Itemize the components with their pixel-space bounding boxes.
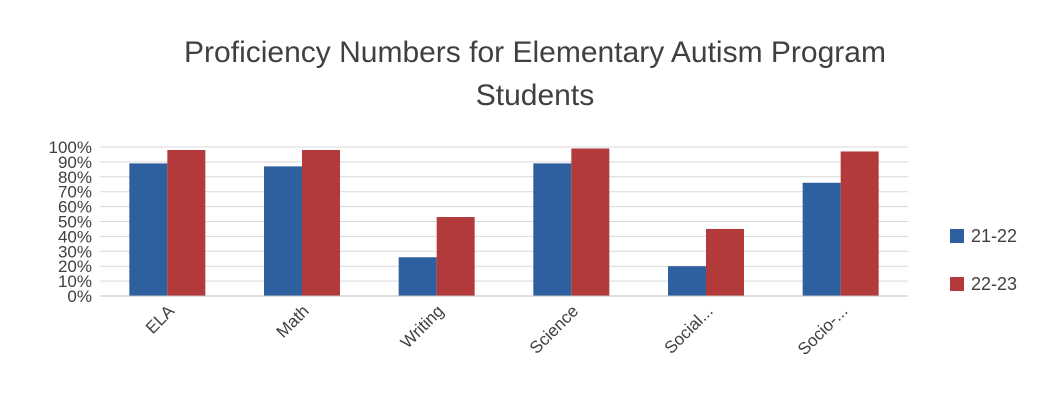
y-tick-label: 30%	[58, 242, 92, 261]
x-category-label: Writing	[397, 301, 448, 352]
bar-21-22-4	[533, 163, 572, 296]
gridlines	[100, 146, 908, 282]
bar-21-22-6	[802, 182, 841, 296]
bar-22-23-3	[436, 217, 475, 296]
chart-title-line-1: Proficiency Numbers for Elementary Autis…	[184, 36, 886, 69]
x-category-label: Socio-...	[794, 301, 852, 359]
y-tick-label: 0%	[67, 287, 92, 306]
bar-22-23-5	[706, 228, 744, 296]
y-tick-label: 100%	[49, 138, 92, 157]
y-tick-label: 40%	[58, 227, 92, 246]
x-category-label: Math	[273, 301, 313, 341]
y-tick-label: 60%	[58, 198, 92, 217]
chart-title: Proficiency Numbers for Elementary Autis…	[184, 36, 886, 112]
legend-label-21-22: 21-22	[971, 226, 1017, 246]
y-tick-label: 10%	[58, 272, 92, 291]
bar-21-22-1	[129, 163, 168, 296]
bars	[129, 148, 879, 296]
legend-swatch-22-23	[950, 277, 964, 291]
x-category-label: Social...	[661, 301, 717, 357]
legend-swatch-21-22	[950, 229, 964, 243]
bar-22-23-6	[840, 151, 879, 296]
y-tick-label: 20%	[58, 257, 92, 276]
y-tick-label: 80%	[58, 168, 92, 187]
bar-21-22-5	[668, 266, 706, 296]
y-tick-label: 50%	[58, 213, 92, 232]
bar-22-23-4	[571, 148, 610, 296]
legend: 21-22 22-23	[950, 226, 1017, 294]
chart-title-line-2: Students	[476, 79, 594, 112]
x-axis-labels: ELA Math Writing Science Social... Socio-...	[142, 301, 851, 359]
y-tick-label: 90%	[58, 153, 92, 172]
legend-label-22-23: 22-23	[971, 274, 1017, 294]
bar-21-22-3	[398, 257, 437, 296]
bar-21-22-2	[264, 166, 302, 296]
x-category-label: Science	[526, 301, 582, 357]
x-category-label: ELA	[142, 301, 179, 338]
y-axis-ticks: 0%10%20%30%40%50%60%70%80%90%100%	[49, 138, 92, 306]
y-tick-label: 70%	[58, 183, 92, 202]
bar-22-23-2	[302, 149, 340, 296]
bar-22-23-1	[167, 149, 206, 296]
